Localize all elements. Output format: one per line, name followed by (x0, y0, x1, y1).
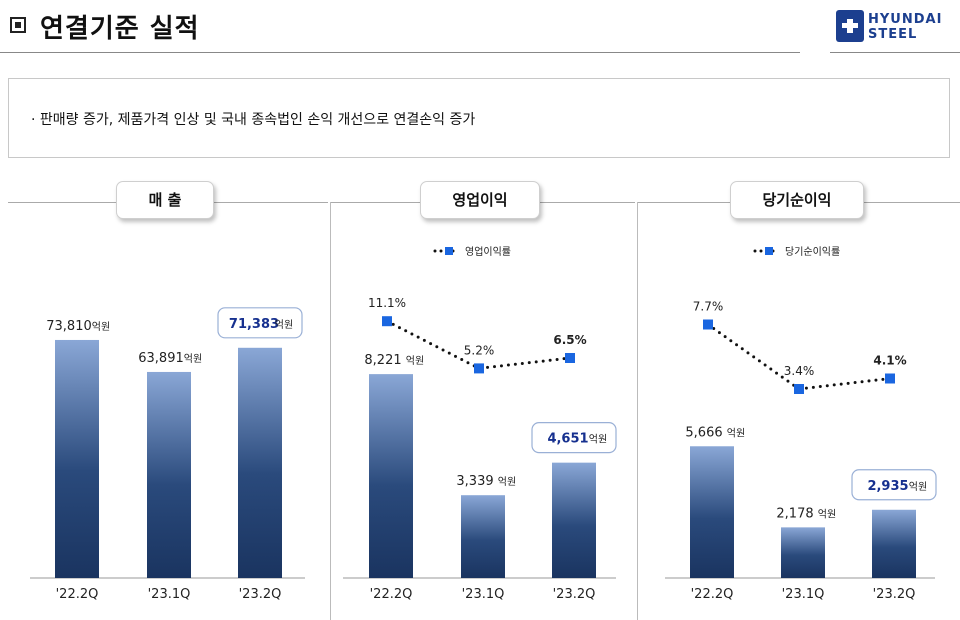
x-tick-label: '23.1Q (462, 587, 505, 602)
highlight-label-box (531, 422, 617, 454)
line-point-label: 11.1% (368, 296, 406, 310)
data-label-value: 2,935 (867, 479, 908, 494)
logo-line1: HYUNDAI (868, 12, 943, 27)
legend-marker-swatch (445, 247, 453, 255)
x-tick-label: '22.2Q (370, 587, 413, 602)
series-line (385, 319, 572, 370)
legend-label: 당기순이익률 (785, 246, 840, 258)
data-label-unit: 억원 (818, 508, 836, 520)
bar (147, 371, 191, 578)
data-label-value: 71,383 (229, 317, 279, 332)
line-marker (794, 384, 804, 394)
line-marker (565, 353, 575, 363)
line-point-label: 7.7% (693, 300, 724, 314)
panel-title-sales: 매 출 (116, 181, 214, 219)
bar (872, 509, 916, 578)
highlight-label-box (851, 469, 937, 501)
logo-h-icon (836, 10, 864, 42)
header-rule-right (830, 52, 960, 53)
data-label-value: 3,339 (456, 474, 493, 489)
data-label-value: 8,221 (364, 353, 401, 368)
bar (781, 527, 825, 578)
data-label-value: 63,891 (138, 351, 184, 366)
bar (690, 446, 734, 578)
line-marker (885, 373, 895, 384)
data-label-unit: 억원 (184, 353, 202, 365)
header-rule (0, 52, 800, 53)
data-label-value: 4,651 (547, 432, 588, 447)
x-tick-label: '23.2Q (873, 587, 916, 602)
data-label-unit: 억원 (909, 481, 927, 493)
summary-box: · 판매량 증가, 제품가격 인상 및 국내 종속법인 손익 개선으로 연결손익… (8, 78, 950, 158)
bar (461, 495, 505, 578)
data-label-value: 73,810 (46, 319, 92, 334)
highlight-label-box (217, 307, 303, 339)
x-tick-label: '23.1Q (782, 587, 825, 602)
line-marker (382, 316, 392, 327)
line-point-label: 4.1% (873, 354, 906, 368)
bar (238, 347, 282, 578)
data-label-value: 5,666 (685, 425, 722, 440)
page-title: 연결기준 실적 (40, 14, 200, 44)
logo-line2: STEEL (868, 27, 918, 42)
bar (369, 374, 413, 578)
summary-text: · 판매량 증가, 제품가격 인상 및 국내 종속법인 손익 개선으로 연결손익… (31, 112, 476, 128)
line-point-label: 5.2% (464, 343, 495, 357)
data-label-unit: 억원 (498, 476, 516, 488)
legend-label: 영업이익률 (465, 245, 511, 258)
data-label-unit: 억원 (92, 321, 110, 333)
line-point-label: 3.4% (784, 364, 815, 378)
data-label-unit: 억원 (406, 355, 424, 367)
hyundai-steel-logo: HYUNDAI STEEL (836, 10, 954, 44)
panel-divider-1 (330, 202, 331, 620)
bar (552, 462, 596, 578)
title-square-icon (10, 17, 26, 33)
line-marker (474, 363, 484, 374)
data-label-unit: 억원 (727, 427, 745, 439)
panel-title-net-income: 당기순이익 (730, 181, 864, 219)
x-tick-label: '23.2Q (553, 587, 596, 602)
x-tick-label: '23.1Q (148, 587, 191, 602)
line-point-label: 6.5% (553, 333, 586, 347)
panel-title-operating-profit: 영업이익 (420, 181, 540, 219)
data-label-unit: 억원 (589, 434, 607, 446)
x-tick-label: '22.2Q (56, 587, 99, 602)
panel-divider-2 (637, 202, 638, 620)
legend-marker-swatch (765, 247, 773, 255)
data-label-unit: 억원 (275, 319, 293, 331)
x-tick-label: '22.2Q (691, 587, 734, 602)
data-label-value: 2,178 (776, 506, 813, 521)
series-line (706, 323, 892, 391)
x-tick-label: '23.2Q (239, 587, 282, 602)
bar (55, 339, 99, 578)
line-marker (703, 319, 713, 330)
